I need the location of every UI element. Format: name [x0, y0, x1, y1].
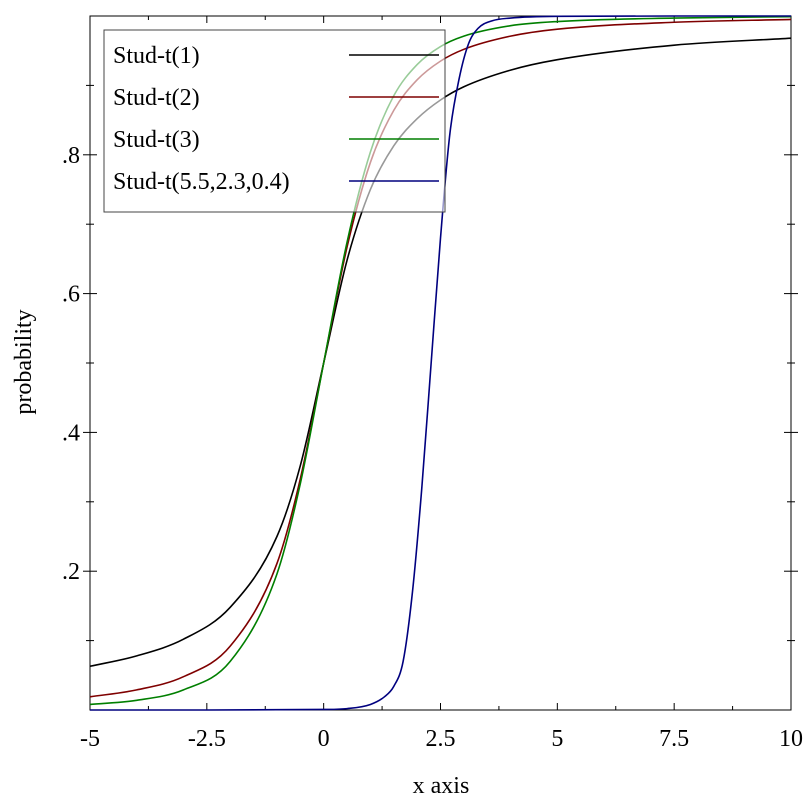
x-tick-label: 10: [779, 726, 803, 752]
legend-label: Stud-t(2): [113, 85, 200, 111]
x-tick-label: 2.5: [426, 726, 456, 752]
y-tick-label: .6: [62, 282, 80, 308]
legend-label: Stud-t(5.5,2.3,0.4): [113, 169, 290, 195]
x-tick-label: 0: [318, 726, 330, 752]
x-tick-label: -2.5: [188, 726, 226, 752]
y-axis-label: probability: [11, 309, 37, 414]
x-tick-label: 7.5: [659, 726, 689, 752]
y-tick-label: .4: [62, 420, 80, 446]
y-tick-label: .2: [62, 559, 80, 585]
legend: Stud-t(1) Stud-t(2) Stud-t(3) Stud-t(5.5,2.…: [103, 29, 446, 213]
y-tick-label: .8: [62, 143, 80, 169]
series-line-4: [90, 15, 791, 711]
legend-label: Stud-t(3): [113, 127, 200, 153]
axis-ticks: -5 -2.5 0 2.5 5 7.5 10 .2 .4 .6 .8: [62, 16, 803, 752]
x-axis-label: x axis: [413, 773, 470, 799]
legend-label: Stud-t(1): [113, 43, 200, 69]
x-tick-label: -5: [80, 726, 100, 752]
x-tick-label: 5: [551, 726, 563, 752]
